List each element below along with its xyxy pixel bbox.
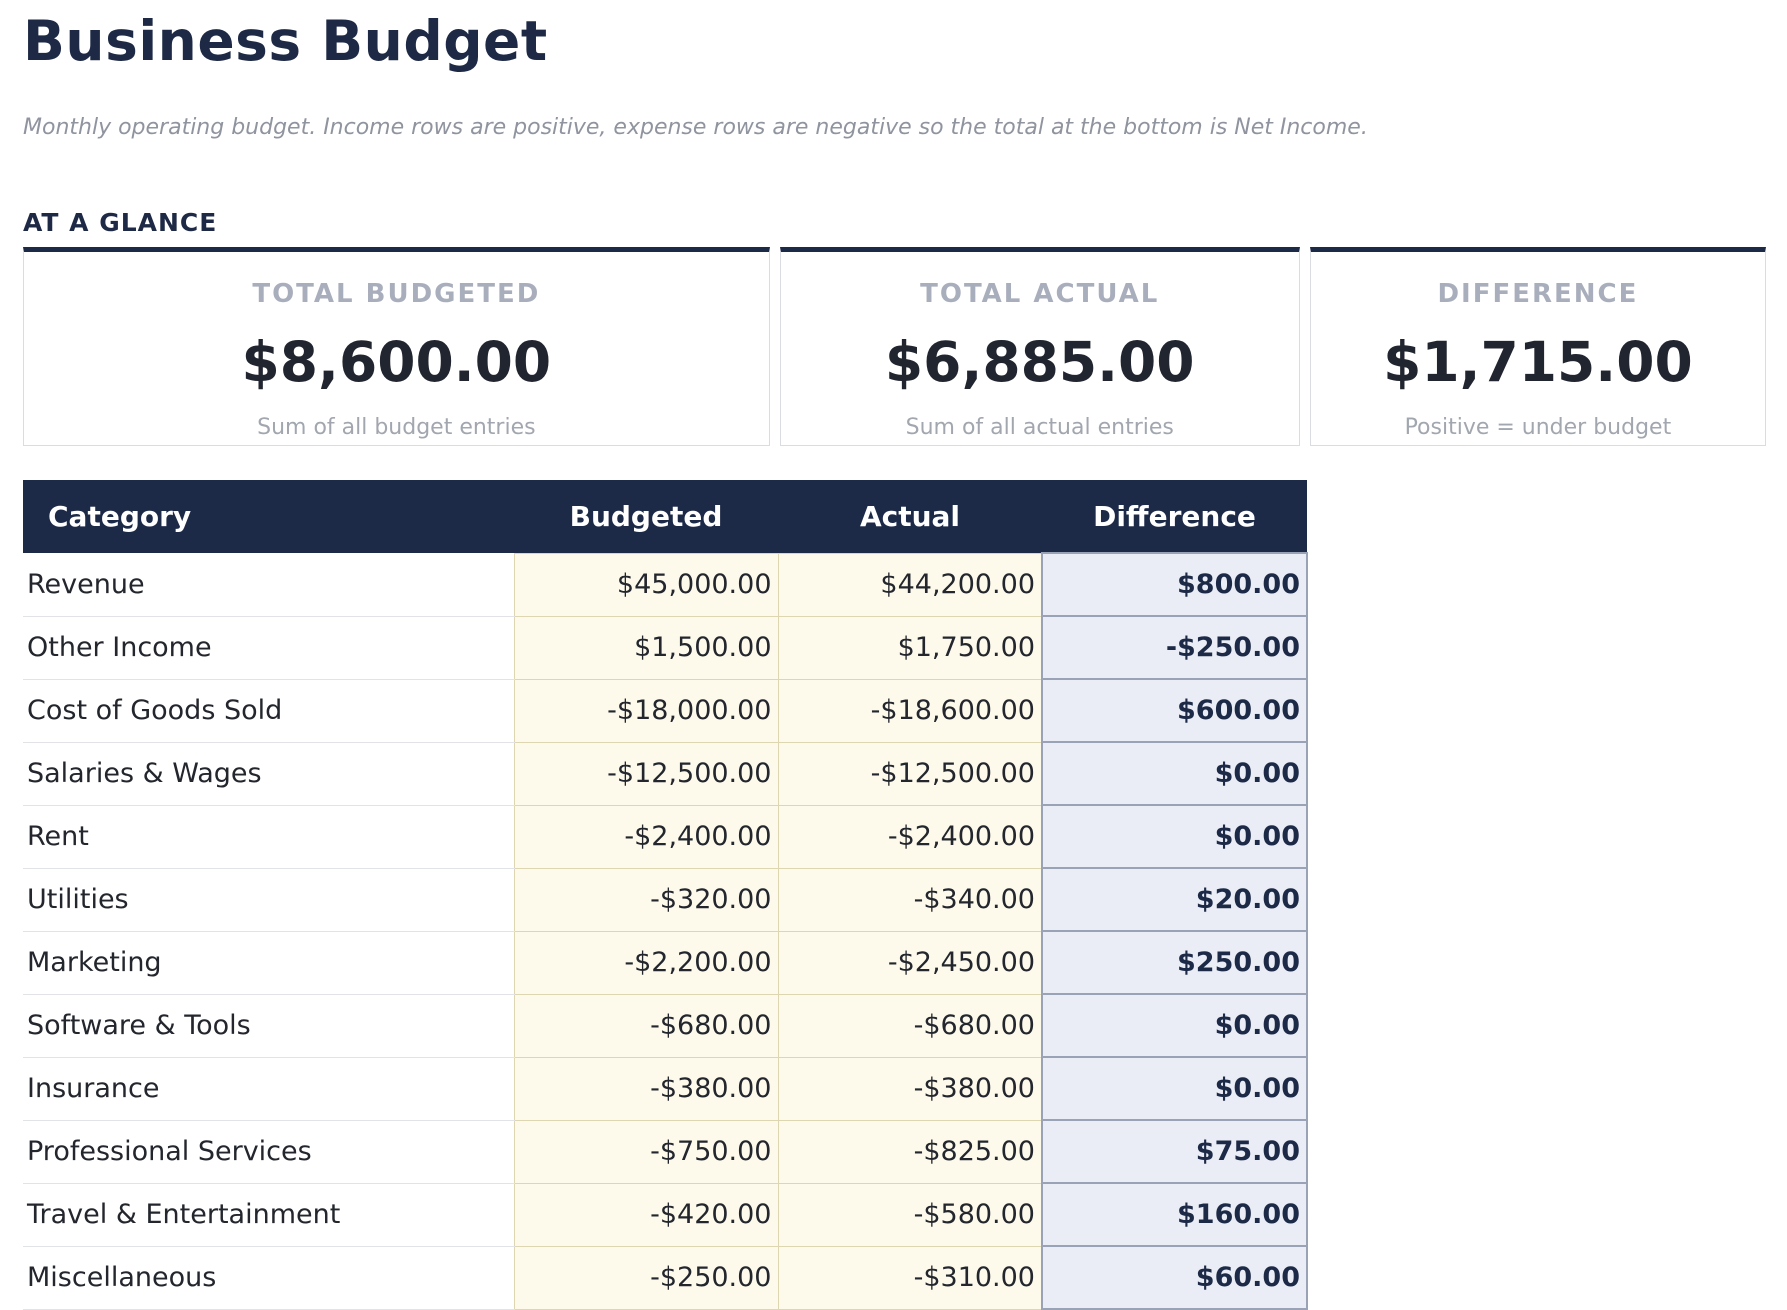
- difference-cell: $0.00: [1041, 741, 1308, 806]
- actual-cell: -$580.00: [777, 1182, 1043, 1247]
- actual-cell: $1,750.00: [777, 615, 1043, 680]
- table-row: Salaries & Wages -$12,500.00 -$12,500.00…: [23, 741, 1308, 806]
- table-row: Miscellaneous -$250.00 -$310.00 $60.00: [23, 1245, 1308, 1310]
- actual-cell: -$380.00: [777, 1056, 1043, 1121]
- table-header-category: Category: [23, 480, 514, 553]
- page-subtitle: Monthly operating budget. Income rows ar…: [23, 115, 1368, 140]
- table-header-budgeted: Budgeted: [514, 480, 778, 553]
- card-value: $8,600.00: [241, 330, 552, 394]
- card-value: $1,715.00: [1383, 330, 1693, 394]
- budgeted-cell: -$380.00: [513, 1056, 779, 1121]
- difference-cell: -$250.00: [1041, 615, 1308, 680]
- table-row: Marketing -$2,200.00 -$2,450.00 $250.00: [23, 930, 1308, 995]
- category-cell: Travel & Entertainment: [23, 1183, 514, 1247]
- category-cell: Salaries & Wages: [23, 742, 514, 806]
- category-cell: Utilities: [23, 868, 514, 932]
- difference-cell: $600.00: [1041, 678, 1308, 743]
- table-row: Rent -$2,400.00 -$2,400.00 $0.00: [23, 804, 1308, 869]
- budgeted-cell: $45,000.00: [513, 552, 779, 617]
- budget-table: Category Budgeted Actual Difference Reve…: [23, 480, 1308, 1310]
- category-cell: Revenue: [23, 553, 514, 617]
- budgeted-cell: -$12,500.00: [513, 741, 779, 806]
- actual-cell: -$680.00: [777, 993, 1043, 1058]
- budgeted-cell: -$250.00: [513, 1245, 779, 1310]
- card-caption: Sum of all budget entries: [257, 415, 536, 440]
- category-cell: Cost of Goods Sold: [23, 679, 514, 743]
- category-cell: Miscellaneous: [23, 1246, 514, 1310]
- difference-cell: $0.00: [1041, 804, 1308, 869]
- summary-cards: TOTAL BUDGETED $8,600.00 Sum of all budg…: [23, 247, 1766, 446]
- actual-cell: -$18,600.00: [777, 678, 1043, 743]
- card-caption: Sum of all actual entries: [905, 415, 1174, 440]
- actual-cell: $44,200.00: [777, 552, 1043, 617]
- difference-cell: $250.00: [1041, 930, 1308, 995]
- actual-cell: -$2,400.00: [777, 804, 1043, 869]
- page-title: Business Budget: [23, 9, 548, 73]
- actual-cell: -$12,500.00: [777, 741, 1043, 806]
- budgeted-cell: -$2,400.00: [513, 804, 779, 869]
- difference-cell: $20.00: [1041, 867, 1308, 932]
- table-row: Revenue $45,000.00 $44,200.00 $800.00: [23, 552, 1308, 617]
- category-cell: Marketing: [23, 931, 514, 995]
- table-header-actual: Actual: [778, 480, 1042, 553]
- actual-cell: -$310.00: [777, 1245, 1043, 1310]
- table-row: Cost of Goods Sold -$18,000.00 -$18,600.…: [23, 678, 1308, 743]
- table-header-row: Category Budgeted Actual Difference: [23, 480, 1307, 553]
- summary-card-total-actual: TOTAL ACTUAL $6,885.00 Sum of all actual…: [779, 247, 1300, 446]
- difference-cell: $160.00: [1041, 1182, 1308, 1247]
- actual-cell: -$340.00: [777, 867, 1043, 932]
- table-row: Insurance -$380.00 -$380.00 $0.00: [23, 1056, 1308, 1121]
- table-row: Utilities -$320.00 -$340.00 $20.00: [23, 867, 1308, 932]
- budgeted-cell: -$2,200.00: [513, 930, 779, 995]
- budgeted-cell: -$18,000.00: [513, 678, 779, 743]
- card-label: DIFFERENCE: [1437, 279, 1639, 309]
- budgeted-cell: -$680.00: [513, 993, 779, 1058]
- difference-cell: $0.00: [1041, 1056, 1308, 1121]
- category-cell: Other Income: [23, 616, 514, 680]
- card-label: TOTAL ACTUAL: [920, 279, 1160, 309]
- actual-cell: -$825.00: [777, 1119, 1043, 1184]
- category-cell: Insurance: [23, 1057, 514, 1121]
- budgeted-cell: $1,500.00: [513, 615, 779, 680]
- budgeted-cell: -$420.00: [513, 1182, 779, 1247]
- budgeted-cell: -$750.00: [513, 1119, 779, 1184]
- section-label-at-a-glance: AT A GLANCE: [23, 208, 218, 237]
- card-caption: Positive = under budget: [1404, 415, 1672, 440]
- table-row: Software & Tools -$680.00 -$680.00 $0.00: [23, 993, 1308, 1058]
- card-label: TOTAL BUDGETED: [252, 279, 541, 309]
- table-row: Professional Services -$750.00 -$825.00 …: [23, 1119, 1308, 1184]
- summary-card-difference: DIFFERENCE $1,715.00 Positive = under bu…: [1309, 247, 1766, 446]
- summary-card-total-budgeted: TOTAL BUDGETED $8,600.00 Sum of all budg…: [23, 247, 770, 446]
- card-value: $6,885.00: [884, 330, 1195, 394]
- category-cell: Rent: [23, 805, 514, 869]
- page: Business Budget Monthly operating budget…: [0, 10, 1787, 1310]
- difference-cell: $60.00: [1041, 1245, 1308, 1310]
- actual-cell: -$2,450.00: [777, 930, 1043, 995]
- difference-cell: $0.00: [1041, 993, 1308, 1058]
- budgeted-cell: -$320.00: [513, 867, 779, 932]
- table-row: Other Income $1,500.00 $1,750.00 -$250.0…: [23, 615, 1308, 680]
- category-cell: Professional Services: [23, 1120, 514, 1184]
- table-header-difference: Difference: [1042, 480, 1307, 553]
- difference-cell: $800.00: [1041, 552, 1308, 617]
- table-row: Travel & Entertainment -$420.00 -$580.00…: [23, 1182, 1308, 1247]
- category-cell: Software & Tools: [23, 994, 514, 1058]
- difference-cell: $75.00: [1041, 1119, 1308, 1184]
